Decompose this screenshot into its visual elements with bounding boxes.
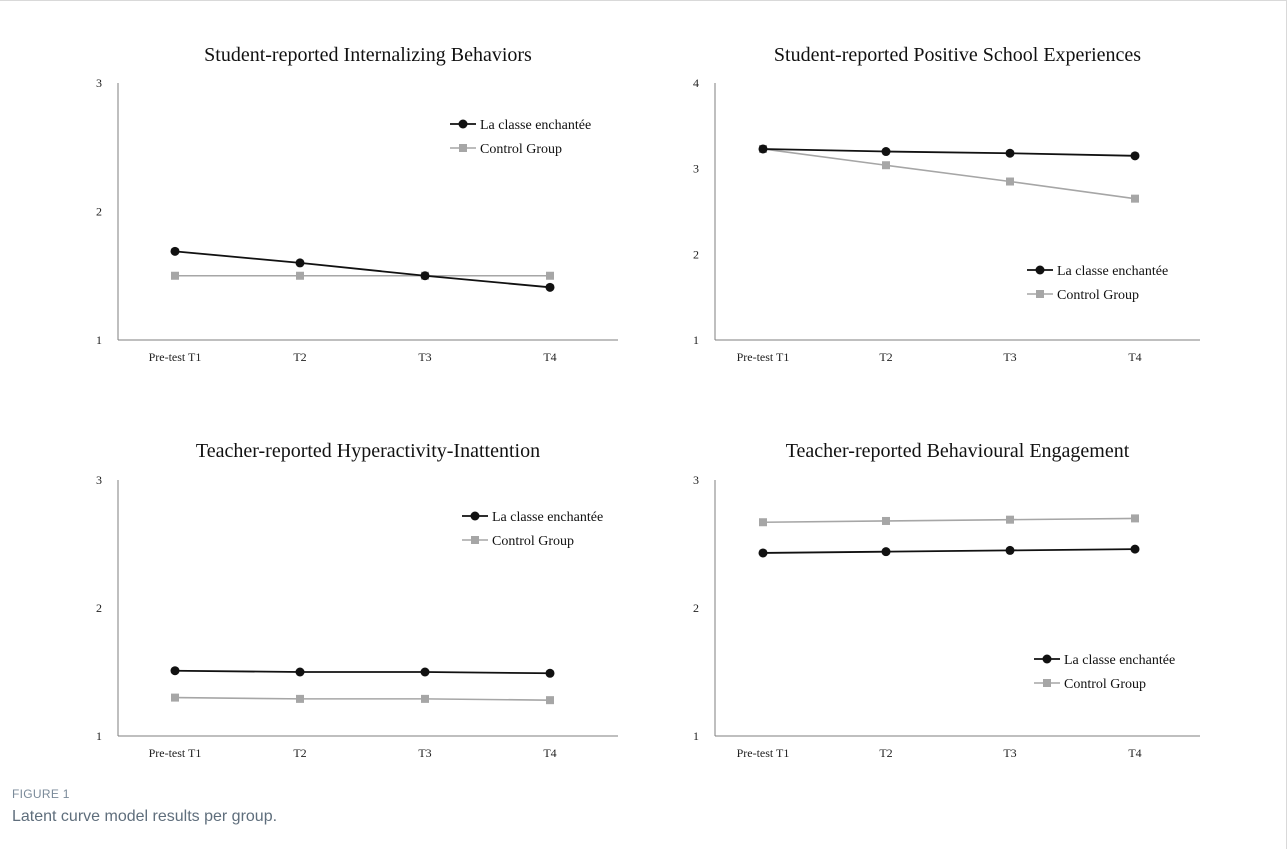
series-line-intervention: [762, 548, 1136, 554]
x-tick-label: Pre-test T1: [149, 350, 202, 364]
figure-label: FIGURE 1: [12, 787, 70, 801]
data-point-control: [296, 271, 304, 280]
x-tick-label: T4: [543, 746, 556, 760]
data-point-intervention: [170, 246, 180, 256]
data-point-control: [1131, 514, 1139, 523]
legend-marker-circle: [458, 119, 468, 129]
legend-marker-square: [1036, 290, 1044, 298]
chart-3: Teacher-reported Hyperactivity-Inattenti…: [96, 440, 618, 760]
legend-marker-square: [471, 536, 479, 544]
legend-marker-circle: [1042, 654, 1052, 664]
data-point-control: [1131, 194, 1139, 203]
y-tick-label: 2: [693, 247, 699, 261]
chart-title: Student-reported Internalizing Behaviors: [204, 44, 532, 66]
legend-label: Control Group: [1057, 288, 1139, 303]
x-tick-label: Pre-test T1: [149, 746, 202, 760]
data-point-intervention: [545, 668, 555, 678]
data-point-intervention: [545, 282, 555, 292]
chart-2: Student-reported Positive School Experie…: [693, 44, 1200, 364]
y-tick-label: 3: [96, 76, 102, 90]
data-point-intervention: [758, 144, 768, 154]
data-point-control: [546, 271, 554, 280]
y-tick-label: 2: [96, 601, 102, 615]
data-point-intervention: [1005, 545, 1015, 555]
figure-caption: Latent curve model results per group.: [12, 808, 278, 825]
y-tick-label: 1: [96, 333, 102, 347]
data-point-control: [882, 161, 890, 170]
data-point-intervention: [1130, 151, 1140, 161]
figure-charts: Student-reported Internalizing Behaviors…: [96, 44, 1200, 760]
data-point-intervention: [881, 547, 891, 557]
chart-title: Teacher-reported Behavioural Engagement: [786, 440, 1130, 462]
data-point-intervention: [420, 667, 430, 677]
y-tick-label: 3: [96, 473, 102, 487]
legend-label: Control Group: [480, 142, 562, 157]
x-tick-label: T2: [879, 746, 892, 760]
y-tick-label: 3: [693, 162, 699, 176]
legend-label: La classe enchantée: [480, 118, 591, 133]
x-tick-label: T4: [1128, 746, 1141, 760]
x-tick-label: T4: [543, 350, 556, 364]
legend-label: La classe enchantée: [1064, 653, 1175, 668]
x-tick-label: T3: [418, 350, 431, 364]
data-point-intervention: [295, 258, 305, 268]
data-point-control: [1006, 515, 1014, 524]
x-tick-label: Pre-test T1: [737, 746, 790, 760]
series-line-intervention: [174, 250, 551, 289]
x-tick-label: T2: [293, 350, 306, 364]
legend-marker-square: [1043, 679, 1051, 687]
y-tick-label: 1: [693, 729, 699, 743]
data-point-control: [421, 694, 429, 703]
y-tick-label: 1: [693, 333, 699, 347]
chart-1: Student-reported Internalizing Behaviors…: [96, 44, 618, 364]
data-point-intervention: [1130, 544, 1140, 554]
data-point-intervention: [1005, 148, 1015, 158]
y-tick-label: 2: [96, 205, 102, 219]
y-tick-label: 1: [96, 729, 102, 743]
x-tick-label: T3: [1003, 746, 1016, 760]
x-tick-label: T2: [879, 350, 892, 364]
data-point-control: [171, 271, 179, 280]
data-point-intervention: [758, 548, 768, 558]
data-point-control: [296, 694, 304, 703]
x-tick-label: T2: [293, 746, 306, 760]
data-point-intervention: [420, 271, 430, 281]
data-point-intervention: [295, 667, 305, 677]
data-point-control: [1006, 177, 1014, 186]
series-line-control: [174, 696, 551, 701]
x-tick-label: T4: [1128, 350, 1141, 364]
x-tick-label: T3: [1003, 350, 1016, 364]
legend-marker-circle: [470, 511, 480, 521]
legend-label: La classe enchantée: [492, 510, 603, 525]
data-point-control: [759, 518, 767, 527]
legend-label: La classe enchantée: [1057, 264, 1168, 279]
data-point-control: [546, 696, 554, 705]
y-tick-label: 4: [693, 76, 699, 90]
legend-marker-circle: [1035, 265, 1045, 275]
y-tick-label: 2: [693, 601, 699, 615]
x-tick-label: Pre-test T1: [737, 350, 790, 364]
series-line-control: [762, 517, 1136, 524]
data-point-intervention: [170, 666, 180, 676]
data-point-intervention: [881, 147, 891, 157]
y-tick-label: 3: [693, 473, 699, 487]
data-point-control: [171, 693, 179, 702]
chart-title: Student-reported Positive School Experie…: [774, 44, 1141, 66]
chart-title: Teacher-reported Hyperactivity-Inattenti…: [196, 440, 540, 462]
data-point-control: [882, 516, 890, 525]
x-tick-label: T3: [418, 746, 431, 760]
legend-label: Control Group: [492, 534, 574, 549]
series-line-intervention: [762, 148, 1136, 157]
series-line-control: [762, 148, 1136, 200]
legend-marker-square: [459, 144, 467, 152]
series-line-intervention: [174, 669, 551, 675]
legend-label: Control Group: [1064, 677, 1146, 692]
chart-4: Teacher-reported Behavioural Engagement 1…: [693, 440, 1200, 760]
